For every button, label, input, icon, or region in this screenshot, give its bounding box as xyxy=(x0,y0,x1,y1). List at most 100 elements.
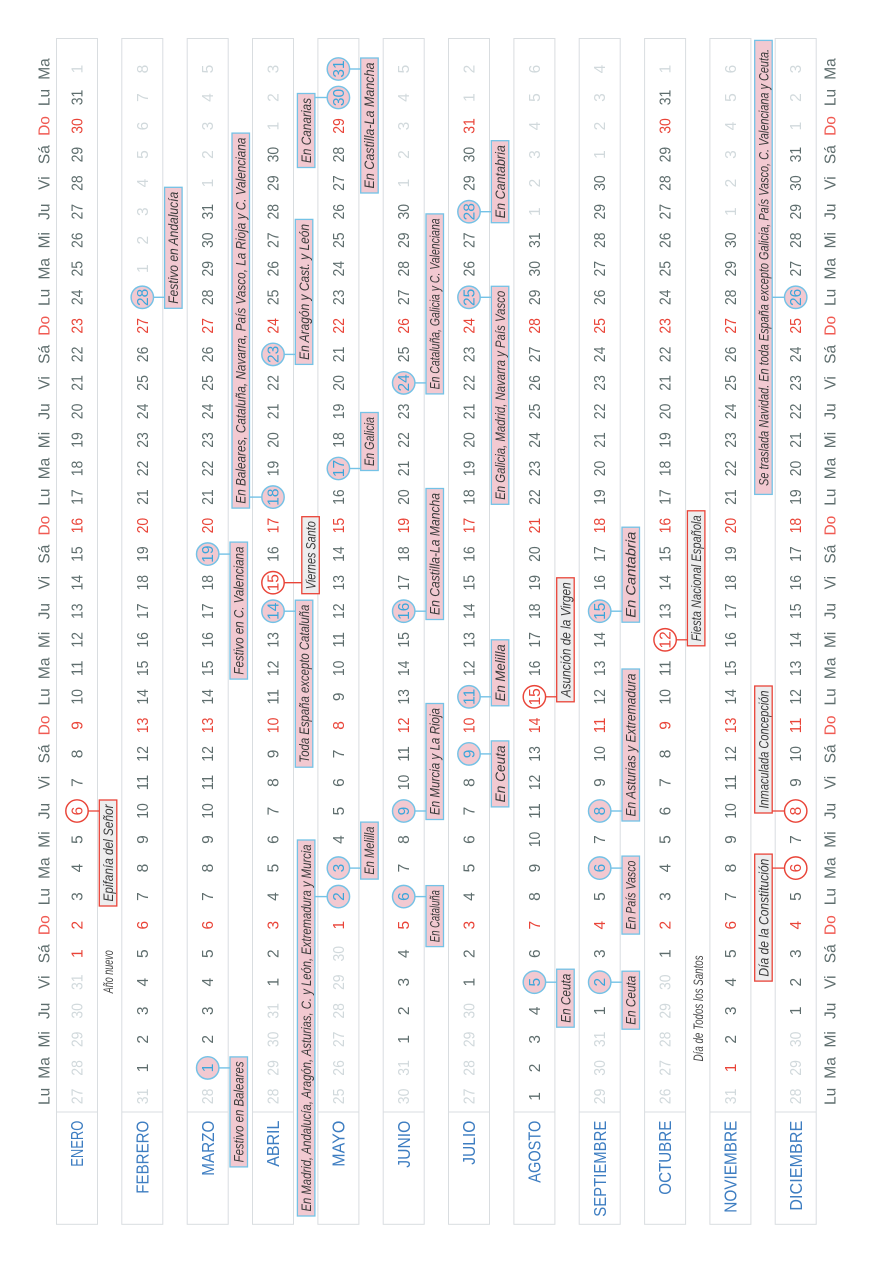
svg-text:8: 8 xyxy=(462,778,479,787)
svg-text:29: 29 xyxy=(658,147,675,163)
svg-text:10: 10 xyxy=(658,689,675,705)
svg-text:14: 14 xyxy=(723,689,740,705)
svg-text:13: 13 xyxy=(723,718,740,734)
svg-text:14: 14 xyxy=(135,689,152,705)
svg-text:En País Vasco: En País Vasco xyxy=(624,860,639,929)
svg-text:31: 31 xyxy=(69,974,86,990)
svg-text:20: 20 xyxy=(200,517,217,533)
svg-text:20: 20 xyxy=(788,460,805,476)
svg-text:30: 30 xyxy=(69,1003,86,1019)
svg-text:17: 17 xyxy=(265,518,282,534)
svg-text:Do: Do xyxy=(36,715,53,735)
svg-text:19: 19 xyxy=(527,575,544,591)
svg-text:4: 4 xyxy=(592,64,609,73)
svg-text:22: 22 xyxy=(462,375,479,391)
svg-text:13: 13 xyxy=(69,603,86,619)
svg-text:30: 30 xyxy=(658,974,675,990)
svg-text:29: 29 xyxy=(331,974,348,990)
svg-text:5: 5 xyxy=(723,949,740,958)
svg-text:3: 3 xyxy=(265,921,282,930)
svg-text:5: 5 xyxy=(135,949,152,958)
svg-text:20: 20 xyxy=(723,517,740,533)
svg-text:Mi: Mi xyxy=(36,432,53,448)
svg-text:31: 31 xyxy=(527,232,544,248)
svg-text:1: 1 xyxy=(462,978,479,987)
svg-text:8: 8 xyxy=(331,721,348,730)
svg-text:31: 31 xyxy=(592,1032,609,1048)
svg-text:18: 18 xyxy=(69,461,86,477)
svg-text:9: 9 xyxy=(592,778,609,787)
svg-text:JUNIO: JUNIO xyxy=(394,1121,414,1168)
svg-text:15: 15 xyxy=(265,574,282,591)
svg-text:30: 30 xyxy=(527,261,544,277)
svg-text:Día de la Constitución: Día de la Constitución xyxy=(756,858,771,976)
svg-text:5: 5 xyxy=(396,921,413,930)
svg-text:10: 10 xyxy=(788,746,805,762)
svg-text:16: 16 xyxy=(331,489,348,505)
svg-text:22: 22 xyxy=(658,347,675,363)
svg-text:Do: Do xyxy=(822,316,839,336)
svg-text:Sá: Sá xyxy=(822,145,839,164)
svg-text:19: 19 xyxy=(331,404,348,420)
svg-text:Mi: Mi xyxy=(36,1031,53,1047)
svg-text:6: 6 xyxy=(462,835,479,844)
svg-text:26: 26 xyxy=(396,318,413,334)
svg-text:27: 27 xyxy=(462,1089,479,1105)
svg-text:Lu: Lu xyxy=(36,89,53,106)
svg-text:Epifanía del Señor: Epifanía del Señor xyxy=(101,803,116,901)
svg-text:5: 5 xyxy=(200,949,217,958)
svg-text:8: 8 xyxy=(200,864,217,873)
svg-text:14: 14 xyxy=(592,632,609,648)
svg-text:27: 27 xyxy=(331,175,348,191)
svg-text:12: 12 xyxy=(200,746,217,762)
svg-text:21: 21 xyxy=(658,375,675,391)
svg-text:22: 22 xyxy=(723,461,740,477)
svg-text:5: 5 xyxy=(462,864,479,873)
svg-text:Lu: Lu xyxy=(36,1088,53,1105)
svg-text:Inmaculada Concepción: Inmaculada Concepción xyxy=(756,690,771,808)
svg-text:24: 24 xyxy=(331,261,348,277)
svg-text:29: 29 xyxy=(658,1003,675,1019)
svg-text:7: 7 xyxy=(788,835,805,844)
svg-text:Mi: Mi xyxy=(36,232,53,248)
svg-text:23: 23 xyxy=(69,318,86,334)
svg-text:11: 11 xyxy=(331,632,348,648)
svg-text:23: 23 xyxy=(788,375,805,391)
svg-text:Asunción de la Virgen: Asunción de la Virgen xyxy=(558,582,573,698)
svg-text:20: 20 xyxy=(331,375,348,391)
svg-text:En Castilla-La Mancha: En Castilla-La Mancha xyxy=(428,493,443,615)
svg-text:1: 1 xyxy=(265,122,282,131)
svg-text:19: 19 xyxy=(788,489,805,505)
svg-text:2: 2 xyxy=(200,1035,217,1044)
svg-text:28: 28 xyxy=(69,1060,86,1076)
svg-text:21: 21 xyxy=(527,518,544,534)
svg-text:3: 3 xyxy=(135,207,152,216)
svg-text:16: 16 xyxy=(135,632,152,648)
svg-text:25: 25 xyxy=(265,290,282,306)
svg-text:2: 2 xyxy=(135,1035,152,1044)
svg-text:4: 4 xyxy=(527,121,544,130)
svg-text:Mi: Mi xyxy=(36,632,53,648)
svg-text:3: 3 xyxy=(658,892,675,901)
svg-text:26: 26 xyxy=(265,261,282,277)
svg-text:25: 25 xyxy=(69,261,86,277)
svg-text:Ju: Ju xyxy=(822,204,839,220)
svg-text:6: 6 xyxy=(135,122,152,131)
svg-text:9: 9 xyxy=(462,750,479,759)
svg-text:5: 5 xyxy=(723,93,740,102)
svg-text:En Melilla: En Melilla xyxy=(493,644,508,701)
svg-text:12: 12 xyxy=(462,661,479,677)
svg-text:5: 5 xyxy=(265,864,282,873)
svg-text:26: 26 xyxy=(331,1060,348,1076)
svg-text:13: 13 xyxy=(396,689,413,705)
svg-text:5: 5 xyxy=(135,150,152,159)
svg-text:1: 1 xyxy=(658,65,675,74)
svg-text:19: 19 xyxy=(723,546,740,562)
svg-text:5: 5 xyxy=(527,93,544,102)
svg-text:11: 11 xyxy=(527,803,544,819)
svg-text:5: 5 xyxy=(788,892,805,901)
svg-text:19: 19 xyxy=(462,461,479,477)
svg-text:Ma: Ma xyxy=(822,457,839,479)
svg-text:17: 17 xyxy=(723,603,740,619)
svg-text:19: 19 xyxy=(396,518,413,534)
